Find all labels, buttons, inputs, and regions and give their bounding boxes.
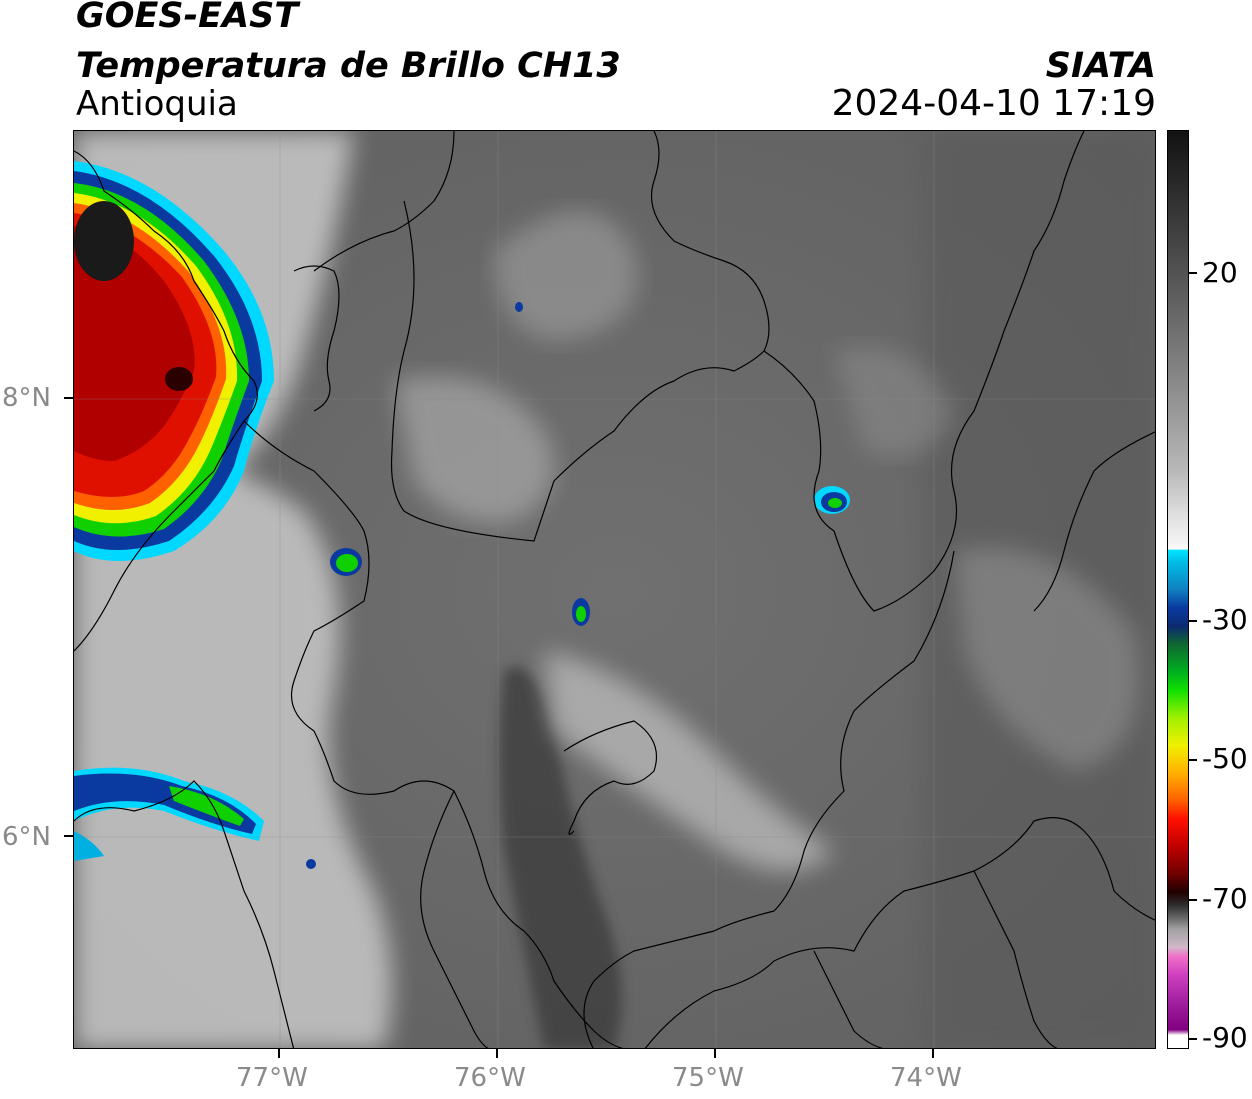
temperature-colorbar <box>1167 130 1189 1049</box>
colorbar-tick-20 <box>1189 272 1197 274</box>
title-product: Temperatura de Brillo CH13 <box>76 46 621 86</box>
lon-tick-76w <box>496 1049 498 1058</box>
timestamp-label: 2024-04-10 17:19 <box>831 83 1156 124</box>
western-cloud-cover <box>74 452 392 1048</box>
boundary-south-depts <box>644 817 1155 1048</box>
coastline-north <box>313 131 455 272</box>
boundary-antioquia-south <box>583 550 955 1048</box>
colorbar-label-minus90: -90 <box>1202 1021 1248 1054</box>
cloud-patch-north <box>394 376 554 523</box>
organization-label: SIATA <box>1045 46 1156 86</box>
coastline-gulf <box>293 265 340 412</box>
colorbar-tick-minus30 <box>1189 620 1197 622</box>
colorbar-label-minus30: -30 <box>1202 603 1248 636</box>
boundary-risaralda <box>420 790 489 1048</box>
boundary-antioquia-east <box>763 131 1085 612</box>
colorbar-label-minus70: -70 <box>1202 882 1248 915</box>
coastline-west <box>74 150 258 652</box>
title-goes-east: GOES-EAST <box>76 0 299 36</box>
cloud-patch-east <box>954 547 1139 771</box>
convective-cell-2 <box>572 598 590 626</box>
colorbar-label-minus50: -50 <box>1202 742 1248 775</box>
boundary-east-dept <box>1033 431 1155 612</box>
lon-tick-77w <box>278 1049 280 1058</box>
region-label: Antioquia <box>76 84 238 124</box>
lon-tick-74w <box>932 1049 934 1058</box>
convective-band-southwest <box>74 767 264 861</box>
boundary-antioquia-west <box>243 420 624 1048</box>
dark-valley <box>499 667 622 1048</box>
lon-label-75w: 75°W <box>672 1063 744 1093</box>
convective-cell-1 <box>330 548 362 576</box>
boundary-antioquia-north <box>390 131 770 542</box>
boundary-choco <box>74 780 295 1048</box>
lon-tick-75w <box>714 1049 716 1058</box>
colorbar-tick-minus50 <box>1189 759 1197 761</box>
graticule <box>74 131 1155 1048</box>
boundary-boyaca <box>973 870 1058 1048</box>
lon-label-76w: 76°W <box>454 1063 526 1093</box>
cloud-streak-central <box>544 651 834 871</box>
lat-label-8n: 8°N <box>2 383 51 413</box>
convective-system-northwest <box>74 161 274 561</box>
map-canvas <box>74 131 1155 1048</box>
satellite-map <box>73 130 1156 1049</box>
boundary-aburra <box>563 720 658 835</box>
cloud-patch-northeast <box>834 347 954 456</box>
lat-label-6n: 6°N <box>2 822 51 852</box>
colorbar-tick-minus70 <box>1189 899 1197 901</box>
lon-label-77w: 77°W <box>236 1063 308 1093</box>
convective-cell-5 <box>306 859 316 869</box>
lat-tick-6n <box>64 835 73 837</box>
lat-tick-8n <box>64 397 73 399</box>
convective-cell-3 <box>814 486 850 514</box>
convective-cell-4 <box>515 302 523 312</box>
political-boundaries <box>74 131 1155 1048</box>
cloud-patch-northcentral <box>494 211 638 341</box>
boundary-caldas <box>813 950 884 1048</box>
colorbar-label-20: 20 <box>1202 256 1238 289</box>
lon-label-74w: 74°W <box>890 1063 962 1093</box>
colorbar-tick-minus90 <box>1189 1038 1197 1040</box>
